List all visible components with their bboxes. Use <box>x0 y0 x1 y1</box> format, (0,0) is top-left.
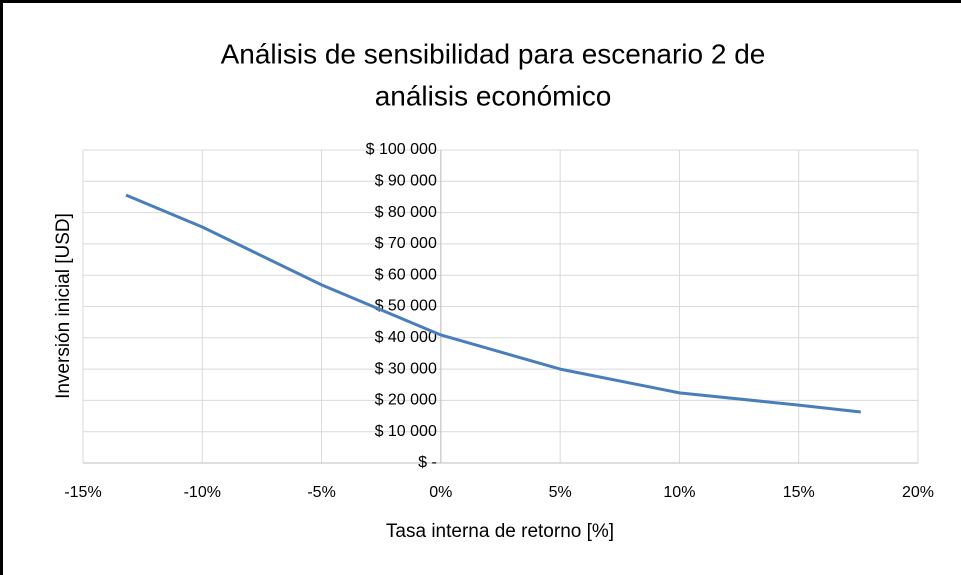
y-tick-label: $ 60 000 <box>375 266 437 283</box>
chart-title: análisis económico <box>375 80 612 111</box>
y-tick-label: $ 10 000 <box>375 423 437 440</box>
y-tick-label: $ 30 000 <box>375 360 437 377</box>
x-tick-label: 0% <box>429 484 452 501</box>
y-tick-label: $ 70 000 <box>375 235 437 252</box>
y-tick-label: $ 50 000 <box>375 298 437 315</box>
line-series <box>125 193 861 414</box>
y-tick-label: $ 40 000 <box>375 329 437 346</box>
chart-title: Análisis de sensibilidad para escenario … <box>221 38 766 69</box>
y-tick-label: $ 100 000 <box>366 141 437 158</box>
y-tick-label: $ 20 000 <box>375 392 437 409</box>
x-tick-label: -15% <box>64 484 101 501</box>
x-tick-label: 20% <box>902 484 934 501</box>
y-tick-label: $ - <box>418 454 437 471</box>
x-tick-label: 15% <box>783 484 815 501</box>
y-tick-label: $ 90 000 <box>375 173 437 190</box>
x-tick-label: -10% <box>184 484 221 501</box>
x-tick-label: -5% <box>307 484 335 501</box>
x-tick-label: 10% <box>663 484 695 501</box>
x-tick-label: 5% <box>549 484 572 501</box>
y-axis-label: Inversión inicial [USD] <box>53 213 74 399</box>
x-axis-label: Tasa interna de retorno [%] <box>386 521 614 542</box>
y-tick-label: $ 80 000 <box>375 204 437 221</box>
